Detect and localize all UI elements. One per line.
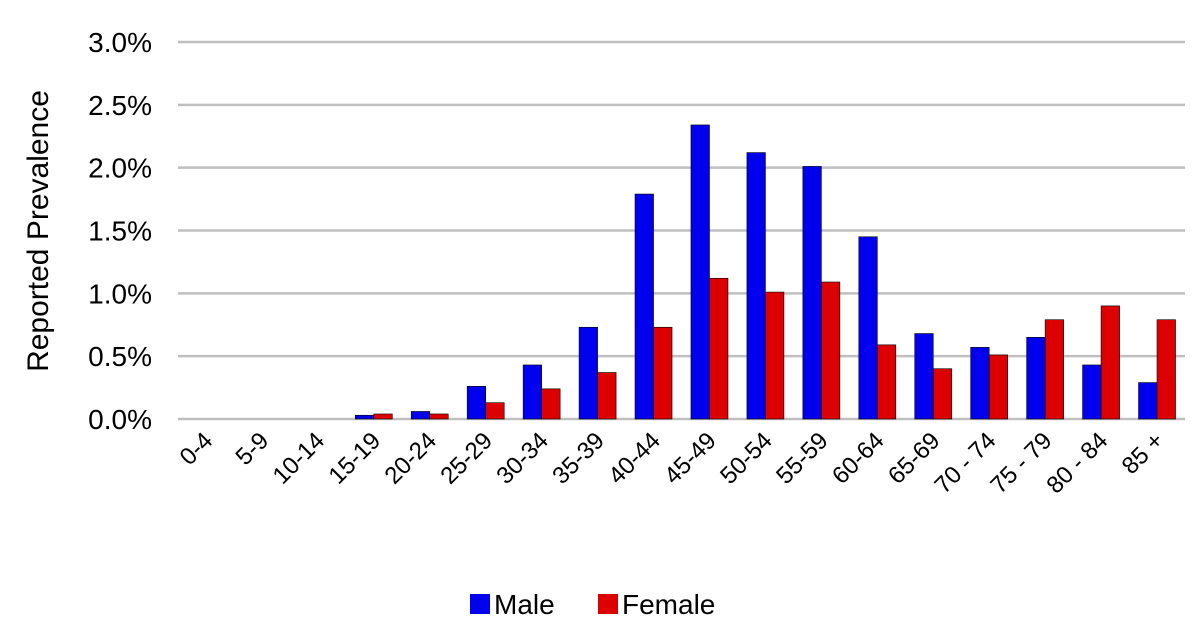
legend-swatch-female — [598, 594, 618, 614]
x-category-label: 80 - 84 — [1041, 427, 1113, 499]
bar-female-13 — [932, 368, 953, 420]
x-category-label: 40-44 — [603, 427, 666, 490]
bar-male-14 — [970, 347, 990, 420]
bar-male-8 — [634, 193, 654, 420]
y-tick-label: 0.5% — [88, 341, 152, 372]
bar-female-14 — [988, 354, 1008, 420]
x-category-label: 5-9 — [231, 427, 275, 471]
bar-male-15 — [1026, 337, 1046, 420]
bar-male-9 — [690, 124, 710, 420]
bar-male-17 — [1138, 382, 1158, 420]
x-category-label: 50-54 — [715, 427, 778, 490]
bar-female-4 — [429, 413, 449, 420]
y-tick-label: 1.5% — [88, 216, 152, 247]
x-category-label: 35-39 — [547, 427, 610, 490]
x-category-label: 25-29 — [435, 427, 498, 490]
bar-female-15 — [1044, 319, 1064, 420]
x-category-label: 55-59 — [771, 427, 834, 490]
x-category-label: 10-14 — [268, 427, 331, 490]
bar-female-16 — [1100, 305, 1120, 420]
legend-label-female: Female — [622, 589, 715, 620]
bar-male-10 — [746, 152, 766, 420]
y-axis-title: Reported Prevalence — [22, 90, 55, 372]
x-category-label: 75 - 79 — [985, 427, 1057, 499]
y-tick-label: 3.0% — [88, 27, 152, 58]
bar-female-9 — [709, 277, 729, 420]
bars — [355, 124, 1176, 420]
x-category-label: 0-4 — [175, 427, 219, 471]
bar-female-8 — [653, 326, 673, 420]
legend-swatch-male — [470, 594, 490, 614]
bar-female-3 — [373, 413, 393, 420]
bar-female-12 — [877, 344, 897, 420]
x-category-label: 70 - 74 — [930, 427, 1002, 499]
gridlines — [178, 40, 1185, 421]
bar-female-5 — [485, 402, 505, 420]
bar-female-7 — [597, 372, 617, 420]
bar-female-17 — [1156, 319, 1176, 420]
bar-female-6 — [541, 388, 561, 420]
bar-male-11 — [802, 166, 822, 420]
bar-male-7 — [578, 326, 598, 420]
legend: Male Female — [470, 589, 715, 620]
bar-male-16 — [1082, 364, 1102, 420]
bar-male-13 — [914, 333, 934, 420]
bar-male-6 — [522, 364, 542, 420]
bar-female-10 — [765, 291, 785, 420]
x-category-label: 85 + — [1117, 427, 1170, 480]
x-category-label: 20-24 — [379, 427, 442, 490]
legend-label-male: Male — [494, 589, 555, 620]
x-category-label: 60-64 — [827, 427, 890, 490]
bar-male-12 — [858, 236, 878, 420]
x-category-label: 45-49 — [659, 427, 722, 490]
bar-male-5 — [466, 386, 486, 420]
x-axis-categories: 0-4 5-910-1415-1920-2425-2930-3435-3940-4… — [175, 427, 1170, 499]
bar-female-11 — [821, 281, 841, 420]
x-category-label: 15-19 — [324, 427, 387, 490]
y-tick-label: 2.5% — [88, 90, 152, 121]
y-tick-label: 2.0% — [88, 153, 152, 184]
y-tick-label: 1.0% — [88, 278, 152, 309]
y-axis-ticks: 0.0% 0.5% 1.0% 1.5% 2.0% 2.5% 3.0% — [88, 27, 152, 435]
x-category-label: 30-34 — [491, 427, 554, 490]
bar-male-3 — [355, 414, 375, 420]
bar-male-4 — [410, 411, 431, 420]
y-tick-label: 0.0% — [88, 404, 152, 435]
